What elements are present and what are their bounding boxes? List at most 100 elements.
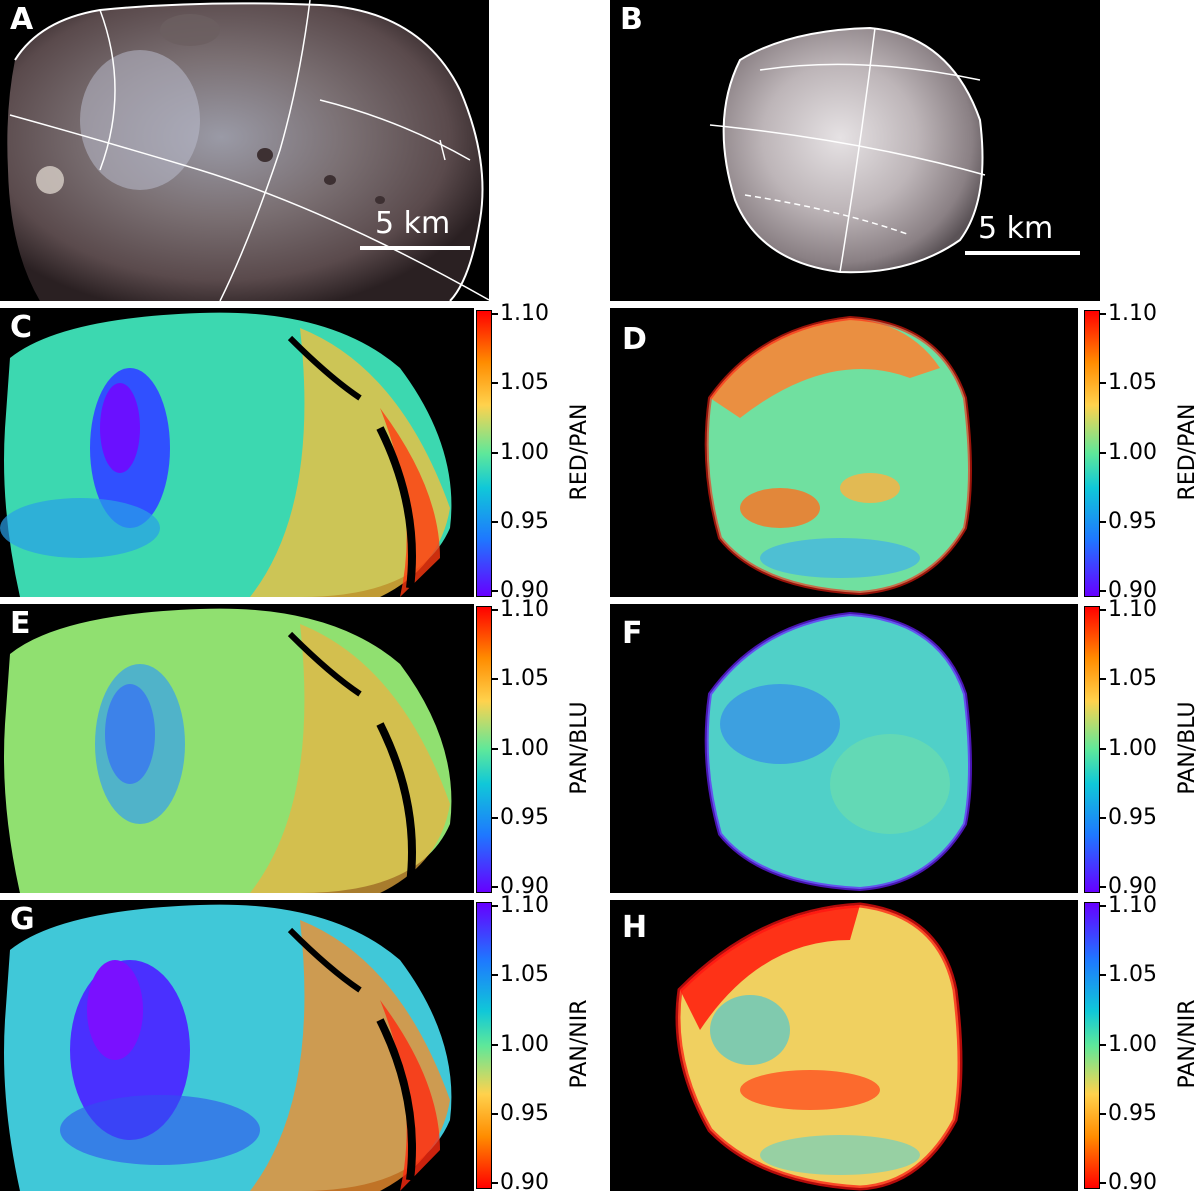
colorbar-pan-blu-right — [1084, 606, 1100, 893]
colorbar-tick-label: 1.05 — [500, 370, 549, 396]
colorbar-label-pan-blu-left: PAN/BLU — [567, 701, 592, 795]
colorbar-tickmark — [1100, 313, 1106, 315]
panel-label-a: A — [10, 2, 34, 37]
colorbar-red-pan-left — [476, 310, 492, 597]
colorbar-tick-label: 1.10 — [500, 597, 549, 622]
phobos-pan-nir-map — [4, 904, 452, 1191]
panel-label-b: B — [620, 2, 643, 37]
deimos-red-pan-map — [704, 315, 972, 596]
colorbar-label-pan-nir-left: PAN/NIR — [567, 999, 592, 1089]
scale-label-b: 5 km — [978, 211, 1054, 246]
panel-h: H — [610, 900, 1078, 1191]
colorbar-tickmark — [1100, 382, 1106, 385]
colorbar-tickmark — [492, 905, 498, 907]
colorbar-tickmark — [492, 678, 498, 681]
scale-label-a: 5 km — [375, 206, 451, 241]
colorbar-tickmark — [1100, 520, 1106, 523]
panel-c: C — [0, 308, 474, 597]
colorbar-tickmark — [1100, 905, 1106, 907]
colorbar-tickmark — [1100, 609, 1106, 611]
panel-d: D — [610, 308, 1078, 597]
colorbar-tick-label: 1.10 — [500, 301, 549, 326]
colorbar-tickmark — [1100, 590, 1106, 592]
colorbar-tickmark — [1100, 816, 1106, 819]
colorbar-label-red-pan-right: RED/PAN — [1175, 403, 1200, 501]
colorbar-tickmark — [1100, 1182, 1106, 1184]
colorbar-tickmark — [492, 816, 498, 819]
colorbar-tick-label: 1.00 — [1108, 1031, 1157, 1057]
colorbar-tickmark — [492, 382, 498, 385]
panel-label-h: H — [622, 910, 648, 945]
panel-label-d: D — [622, 322, 647, 357]
colorbar-tick-label: 0.95 — [1108, 804, 1157, 830]
colorbar-tick-label: 1.05 — [1108, 666, 1157, 692]
colorbar-tick-label: 0.95 — [500, 804, 549, 830]
deimos-pan-nir-map — [675, 902, 963, 1191]
phobos-pan-blu-map — [4, 608, 452, 893]
colorbar-tick-label: 0.90 — [500, 874, 549, 899]
panel-f: F — [610, 604, 1078, 893]
panel-a: A 5 km — [0, 0, 489, 301]
colorbar-tickmark — [492, 886, 498, 888]
colorbar-tickmark — [1100, 747, 1106, 750]
colorbar-tickmark — [492, 609, 498, 611]
scale-bar-a — [360, 246, 470, 250]
colorbar-tickmark — [492, 451, 498, 454]
colorbar-tickmark — [492, 747, 498, 750]
deimos-color-image — [709, 26, 986, 274]
colorbar-tickmark — [492, 520, 498, 523]
colorbar-pan-nir-left — [476, 902, 492, 1189]
colorbar-tick-label: 0.95 — [500, 508, 549, 534]
colorbar-tickmark — [1100, 678, 1106, 681]
colorbar-label-pan-nir-right: PAN/NIR — [1175, 999, 1200, 1089]
colorbar-tick-label: 1.05 — [500, 962, 549, 988]
colorbar-tick-label: 1.00 — [1108, 439, 1157, 465]
deimos-pan-blu-map — [704, 611, 972, 892]
colorbar-tick-label: 1.05 — [1108, 962, 1157, 988]
panel-e: E — [0, 604, 474, 893]
colorbar-tick-label: 1.05 — [1108, 370, 1157, 396]
panel-label-f: F — [622, 616, 643, 651]
colorbar-tick-label: 1.10 — [1108, 301, 1157, 326]
colorbar-tickmark — [492, 313, 498, 315]
colorbar-tickmark — [1100, 974, 1106, 977]
colorbar-tickmark — [1100, 1112, 1106, 1115]
colorbar-tick-label: 1.00 — [500, 735, 549, 761]
colorbar-tick-label: 0.90 — [500, 578, 549, 603]
phobos-color-image — [7, 0, 489, 301]
colorbar-tickmark — [492, 974, 498, 977]
phobos-red-pan-map — [0, 312, 452, 597]
colorbar-tick-label: 0.95 — [500, 1100, 549, 1126]
colorbar-tick-label: 1.00 — [500, 439, 549, 465]
colorbar-label-pan-blu-right: PAN/BLU — [1175, 701, 1200, 795]
colorbar-tick-label: 1.00 — [1108, 735, 1157, 761]
panel-label-g: G — [10, 902, 35, 937]
colorbar-tickmark — [1100, 451, 1106, 454]
colorbar-tickmark — [1100, 886, 1106, 888]
colorbar-tickmark — [492, 590, 498, 592]
panel-g: G — [0, 900, 474, 1191]
colorbar-pan-blu-left — [476, 606, 492, 893]
colorbar-tick-label: 0.90 — [1108, 578, 1157, 603]
colorbar-tick-label: 0.90 — [1108, 1170, 1157, 1195]
panel-b: B 5 km — [610, 0, 1100, 301]
panel-label-c: C — [10, 310, 33, 345]
colorbar-tick-label: 0.95 — [1108, 508, 1157, 534]
colorbar-tickmark — [492, 1043, 498, 1046]
colorbar-tick-label: 1.00 — [500, 1031, 549, 1057]
colorbar-red-pan-right — [1084, 310, 1100, 597]
colorbar-tick-label: 1.05 — [500, 666, 549, 692]
colorbar-tickmark — [492, 1182, 498, 1184]
colorbar-tick-label: 1.10 — [1108, 597, 1157, 622]
colorbar-tick-label: 1.10 — [500, 893, 549, 918]
colorbar-label-red-pan-left: RED/PAN — [567, 403, 592, 501]
colorbar-tickmark — [1100, 1043, 1106, 1046]
colorbar-tick-label: 1.10 — [1108, 893, 1157, 918]
colorbar-tick-label: 0.90 — [1108, 874, 1157, 899]
colorbar-tick-label: 0.90 — [500, 1170, 549, 1195]
panel-label-e: E — [10, 606, 31, 641]
colorbar-tickmark — [492, 1112, 498, 1115]
colorbar-pan-nir-right — [1084, 902, 1100, 1189]
scale-bar-b — [965, 251, 1080, 255]
colorbar-tick-label: 0.95 — [1108, 1100, 1157, 1126]
